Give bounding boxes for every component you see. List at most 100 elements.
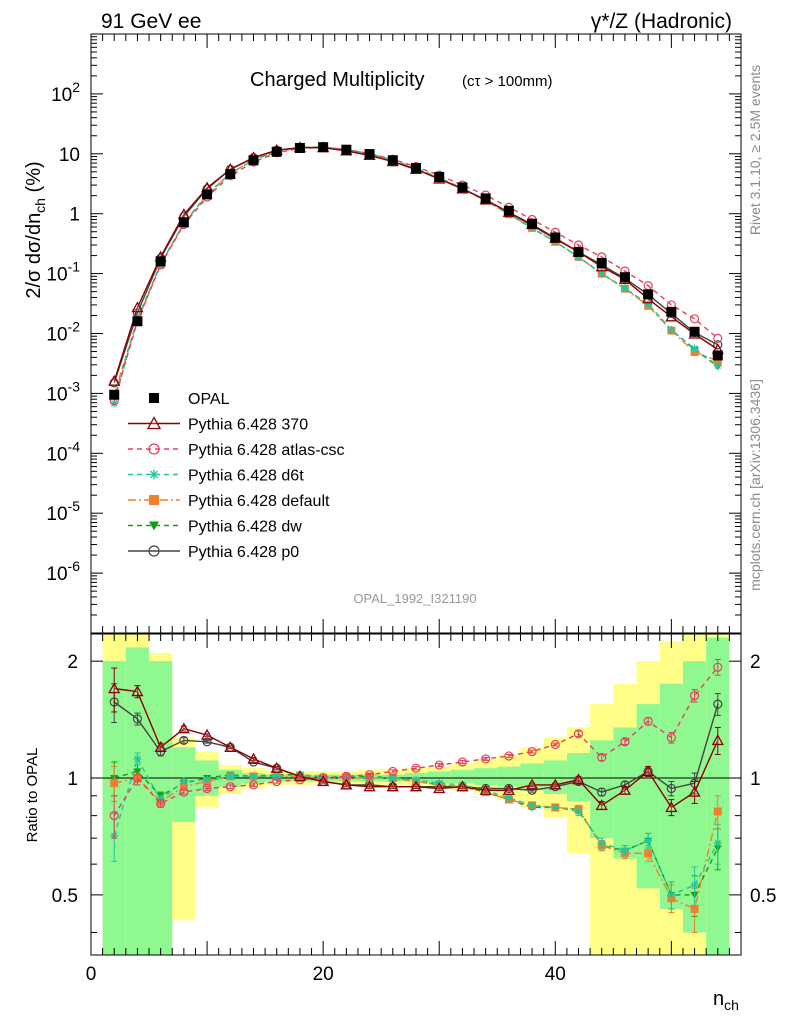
legend-item: Pythia 6.428 d6t [128,468,304,485]
ratio-series [109,659,723,839]
data-series-opal [109,142,723,400]
legend: OPAL Pythia 6.428 370 Pythia 6.428 atlas-c… [128,391,345,561]
point [318,142,329,153]
point [597,269,606,278]
x-tick-label: 20 [313,964,334,985]
point [550,232,561,243]
point [155,256,166,267]
y-tick-label: 10-2 [46,319,80,346]
point [249,772,258,781]
point [527,218,538,229]
point [689,691,700,701]
point [666,306,677,317]
y-tick-label: 102 [51,79,80,106]
ratio-y-tick-label: 0.5 [52,886,78,907]
point [481,754,491,764]
x-tick-label: 0 [86,964,97,985]
point [148,545,160,557]
point [386,780,399,792]
point [572,773,585,785]
legend-label: OPAL [188,391,230,408]
point [620,846,629,855]
chart-title: Charged Multiplicity [250,69,425,91]
point [364,770,375,780]
point [108,374,121,386]
y-tick-label: 10-6 [46,558,80,585]
point [317,775,330,787]
point [411,763,421,773]
svg-text:2/σ dσ/dnch (%): 2/σ dσ/dnch (%) [23,161,48,298]
y-tick-label: 1 [69,205,80,226]
point [412,775,420,784]
main-series [110,142,722,408]
legend-label: Pythia 6.428 dw [188,519,302,536]
series-line [113,146,719,395]
band-green [636,704,660,889]
point [149,521,159,531]
band-green [149,661,173,955]
point [248,780,259,790]
point [156,798,166,809]
point [434,760,444,770]
point [644,300,653,309]
point [713,356,722,365]
band-green [450,769,475,784]
point [434,171,445,182]
point [388,774,397,783]
point [202,189,213,200]
point [573,246,584,257]
point [247,752,260,764]
main-series [110,144,722,399]
main-series [109,143,723,388]
point [504,751,514,761]
chart-title-sub: (cτ > 100mm) [462,73,553,90]
band-green [427,771,451,784]
legend-label: Pythia 6.428 p0 [188,544,299,561]
legend-label: Pythia 6.428 370 [188,417,308,434]
point [133,754,142,763]
point [131,685,144,697]
legend-label: Pythia 6.428 default [188,493,330,510]
point [643,289,654,300]
point [667,325,676,334]
point [149,469,159,480]
point [146,416,162,430]
ratio-uncertainty-bands [102,634,730,955]
point [149,393,159,403]
point [713,662,723,672]
point [179,782,188,791]
series-line [113,146,719,382]
point [456,780,469,792]
point [202,737,212,747]
point [224,740,237,752]
point [226,772,235,781]
point [271,146,282,157]
y-tick-label: 10-1 [46,259,80,286]
point [667,890,676,899]
point [527,746,537,757]
point [108,682,121,694]
point [503,205,514,216]
legend-item: Pythia 6.428 370 [128,416,308,434]
point [690,904,699,913]
ratio-series [108,667,724,817]
point [597,839,606,848]
series-line [113,147,719,384]
point [132,316,143,327]
rivet-label: Rivet 3.1.10, ≥ 2.5M events [747,65,763,235]
band-green [497,766,521,787]
point [688,785,701,797]
point [294,142,305,153]
point [179,777,188,786]
point [480,193,491,204]
point [666,783,676,794]
legend-item: Pythia 6.428 default [128,493,330,510]
point [620,284,629,293]
point [713,699,723,709]
point [713,839,722,848]
band-green [474,768,498,785]
legend-item: Pythia 6.428 dw [128,519,302,536]
point [149,495,159,505]
point [618,783,632,795]
ratio-plot-series [108,659,724,933]
